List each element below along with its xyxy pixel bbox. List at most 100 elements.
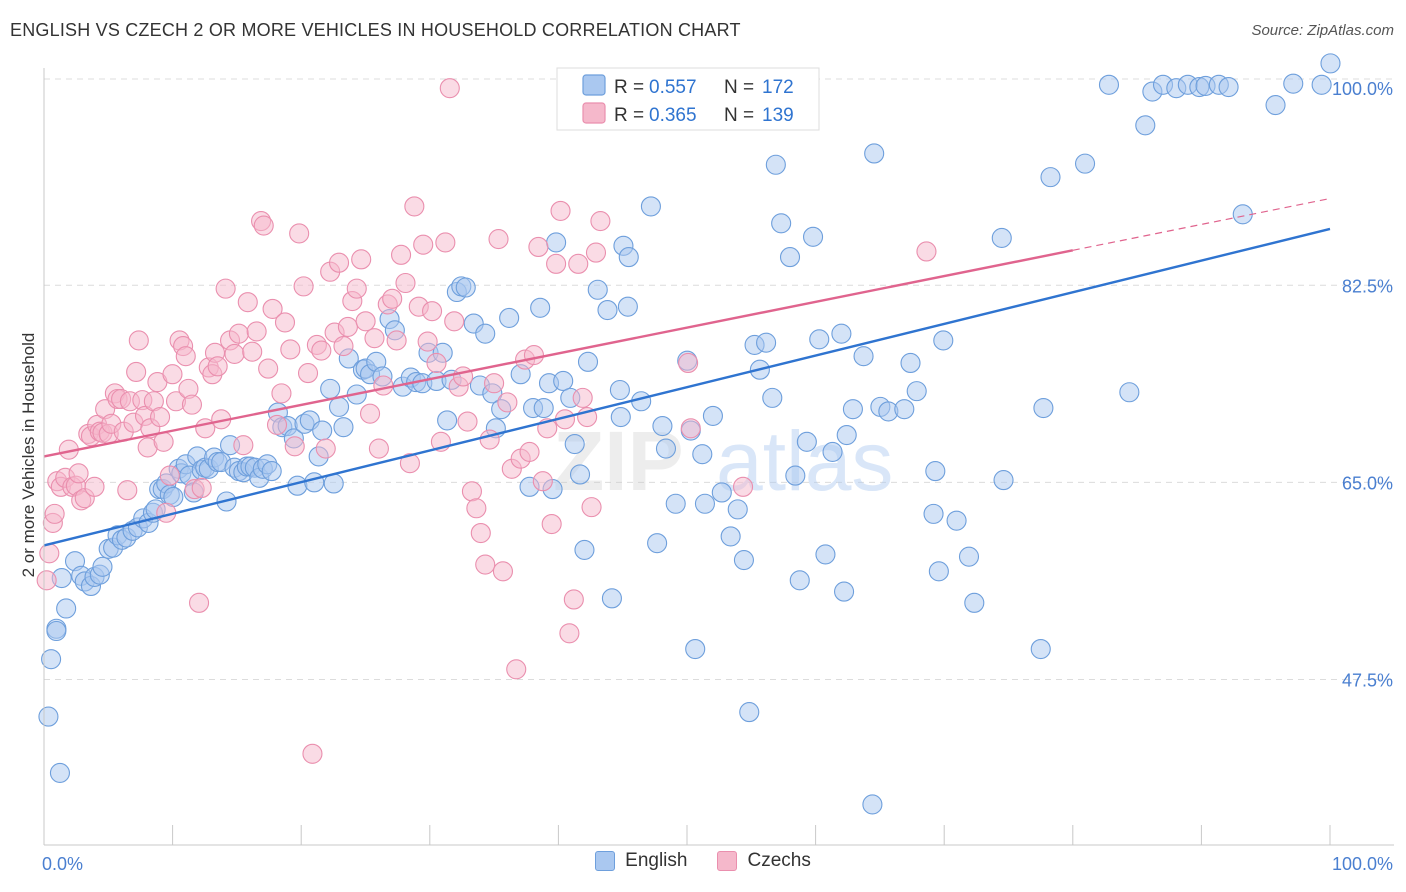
english-point xyxy=(928,561,949,582)
y-tick-label: 47.5% xyxy=(1342,670,1393,690)
legend-swatch-czech xyxy=(582,102,606,124)
english-point xyxy=(946,510,967,531)
legend-n-label-czech: N = xyxy=(724,105,754,126)
czech-point xyxy=(175,346,196,367)
czech-point xyxy=(488,229,509,250)
czech-point xyxy=(159,465,180,486)
czech-point xyxy=(541,513,562,535)
czech-point xyxy=(280,339,301,360)
czech-point xyxy=(44,503,65,524)
english-point xyxy=(756,332,777,353)
english-point xyxy=(475,323,496,344)
trend-lines xyxy=(43,197,1331,547)
czech-point xyxy=(391,244,412,265)
english-point xyxy=(802,226,824,247)
czech-point xyxy=(439,78,460,99)
czech-point xyxy=(224,343,245,365)
czech-point xyxy=(470,522,491,544)
english-point xyxy=(587,279,608,300)
legend-r-label-czech: R = xyxy=(614,105,644,126)
english-point xyxy=(56,598,77,619)
czech-point xyxy=(84,476,105,497)
czech-point xyxy=(191,477,212,499)
czech-point xyxy=(386,330,407,351)
english-point xyxy=(991,227,1012,248)
english-point xyxy=(304,472,325,493)
czech-point xyxy=(399,453,420,474)
english-point xyxy=(49,762,70,783)
english-point xyxy=(499,307,520,328)
czech-point xyxy=(532,471,553,492)
english-point xyxy=(1218,76,1239,98)
trend-line-czech xyxy=(43,249,1074,458)
czech-point xyxy=(678,352,699,374)
english-point xyxy=(900,352,921,374)
english-point xyxy=(312,420,333,441)
legend-r-label-english: R = xyxy=(614,77,644,98)
czech-point xyxy=(233,435,254,456)
czech-point xyxy=(568,253,589,274)
legend-n-value-czech: 139 xyxy=(762,105,794,126)
czech-point xyxy=(311,340,332,361)
english-point xyxy=(702,405,723,426)
trend-line-english xyxy=(43,227,1331,547)
english-point xyxy=(785,465,806,486)
english-point xyxy=(328,396,350,417)
series-english-points xyxy=(38,53,1341,815)
czech-point xyxy=(181,394,203,415)
czech-point xyxy=(382,288,403,309)
english-point xyxy=(831,323,852,344)
czech-point xyxy=(916,241,937,262)
english-point xyxy=(906,381,927,402)
czech-point xyxy=(355,311,376,332)
czech-point xyxy=(315,438,336,459)
english-point xyxy=(925,461,946,482)
czech-point xyxy=(461,481,482,502)
trend-line-czech-extension xyxy=(1072,197,1331,251)
czech-point xyxy=(395,272,416,294)
czech-point xyxy=(364,328,385,349)
y-tick-label: 100.0% xyxy=(1332,79,1393,99)
english-point xyxy=(647,533,668,554)
legend-swatch-czechs-bottom xyxy=(717,851,738,871)
english-point xyxy=(862,794,883,815)
english-point xyxy=(771,213,792,234)
english-point xyxy=(958,546,980,567)
czech-point xyxy=(581,497,602,518)
english-point xyxy=(815,544,836,565)
english-point xyxy=(618,247,639,268)
english-point xyxy=(822,441,843,462)
english-point xyxy=(530,297,551,318)
grid-lines xyxy=(44,78,1394,680)
axes xyxy=(43,68,1394,846)
czech-point xyxy=(297,363,319,384)
tick-labels: 47.5% 65.0% 82.5% 100.0% 0.0% 100.0% xyxy=(42,79,1393,874)
czech-point xyxy=(36,570,57,591)
legend-r-value-english: 0.557 xyxy=(649,77,697,98)
x-tick-label: 0.0% xyxy=(42,854,83,874)
english-point xyxy=(46,620,67,642)
czech-point xyxy=(215,278,236,299)
czech-point xyxy=(207,356,228,377)
english-point xyxy=(809,329,830,350)
english-point xyxy=(1098,74,1120,95)
english-point xyxy=(834,581,855,602)
y-axis-label: 2 or more Vehicles in Household xyxy=(19,333,38,578)
correlation-legend: R = 0.557 N = 172 R = 0.365 N = 139 xyxy=(556,67,820,131)
czech-point xyxy=(484,373,505,394)
english-point xyxy=(665,493,686,514)
czech-point xyxy=(680,418,701,439)
czech-point xyxy=(128,330,149,351)
english-point xyxy=(553,370,574,392)
english-point xyxy=(1033,397,1054,419)
czech-point xyxy=(453,366,474,387)
czech-point xyxy=(563,589,584,610)
czech-point xyxy=(435,232,456,253)
czech-point xyxy=(506,659,527,680)
english-point xyxy=(796,431,817,452)
english-point xyxy=(779,247,801,268)
legend-label-english: English xyxy=(625,850,688,871)
english-point xyxy=(533,397,554,419)
czech-point xyxy=(302,743,323,764)
